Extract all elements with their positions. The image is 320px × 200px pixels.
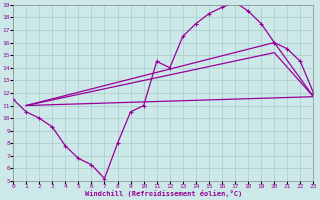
X-axis label: Windchill (Refroidissement éolien,°C): Windchill (Refroidissement éolien,°C) [84,190,242,197]
